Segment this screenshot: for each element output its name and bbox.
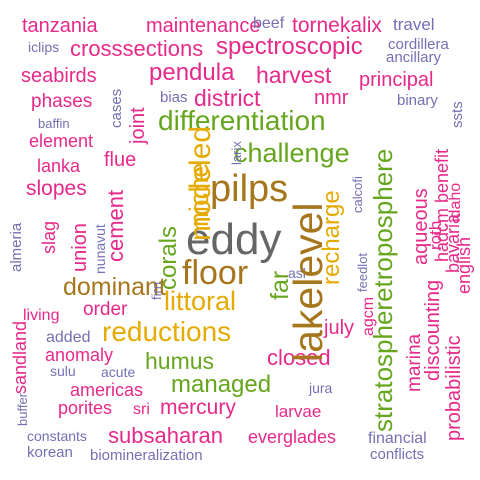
- word-phases: phases: [31, 91, 93, 112]
- word-union: union: [69, 223, 91, 272]
- word-larvae: larvae: [275, 402, 322, 421]
- word-cement: cement: [103, 189, 128, 262]
- word-dominant: dominant: [63, 273, 166, 301]
- word-bias: bias: [160, 89, 188, 106]
- word-crosssections: crosssections: [70, 36, 204, 61]
- word-flue: flue: [104, 149, 137, 171]
- word-bavaria: bavaria: [443, 213, 463, 273]
- word-stratospheretroposphere: stratospheretroposphere: [368, 148, 398, 432]
- word-porites: porites: [58, 398, 113, 418]
- word-eddy: eddy: [186, 215, 282, 264]
- word-slopes: slopes: [26, 177, 87, 200]
- word-conflicts: conflicts: [370, 446, 425, 463]
- word-acute: acute: [101, 364, 136, 380]
- word-slag: slag: [39, 220, 59, 254]
- word-differentiation: differentiation: [158, 105, 326, 136]
- word-americas: americas: [70, 380, 144, 400]
- word-maintenance: maintenance: [146, 15, 261, 37]
- word-nmr: nmr: [314, 87, 349, 109]
- word-corals: corals: [155, 225, 182, 290]
- word-element: element: [29, 131, 94, 151]
- word-lanka: lanka: [37, 156, 81, 176]
- word-biomineralization: biomineralization: [90, 447, 203, 464]
- word-principal: principal: [359, 69, 434, 91]
- word-buffer: buffer: [15, 392, 30, 426]
- word-added: added: [46, 329, 91, 346]
- word-humus: humus: [145, 348, 215, 374]
- word-july: july: [324, 317, 355, 339]
- word-recharge: recharge: [318, 190, 345, 285]
- word-mercury: mercury: [160, 396, 236, 419]
- word-spectroscopic: spectroscopic: [216, 33, 363, 60]
- word-ancillary: ancillary: [386, 49, 442, 66]
- word-benefit: benefit: [432, 148, 452, 203]
- word-tanzania: tanzania: [22, 15, 98, 37]
- word-probabilistic: probabilistic: [443, 335, 465, 441]
- word-cases: cases: [108, 88, 125, 128]
- word-binary: binary: [397, 92, 438, 109]
- word-everglades: everglades: [248, 427, 337, 447]
- word-asl: asl: [288, 265, 306, 281]
- word-financial: financial: [368, 430, 427, 447]
- word-joint: joint: [127, 107, 149, 144]
- word-district: district: [194, 85, 261, 111]
- word-ssts: ssts: [449, 101, 466, 128]
- word-tornekalix: tornekalix: [292, 14, 382, 37]
- word-subsaharan: subsaharan: [108, 423, 223, 448]
- word-sandland: sandland: [10, 320, 30, 394]
- word-sri: sri: [133, 401, 150, 418]
- word-pilps: pilps: [210, 168, 289, 210]
- word-closed: closed: [267, 345, 331, 370]
- word-roth: roth: [426, 220, 445, 250]
- word-niche: niche: [184, 162, 214, 227]
- word-littoral: littoral: [164, 286, 237, 316]
- word-pendula: pendula: [149, 59, 235, 86]
- word-larix: larix: [229, 141, 244, 165]
- word-calcofi: calcofi: [350, 176, 365, 213]
- word-harvest: harvest: [256, 62, 332, 88]
- word-travel: travel: [393, 15, 435, 34]
- word-floor: floor: [182, 254, 249, 292]
- word-sulu: sulu: [50, 363, 76, 379]
- word-korean: korean: [27, 444, 73, 461]
- word-discounting: discounting: [422, 279, 444, 381]
- word-cordillera: cordillera: [388, 36, 449, 53]
- word-almeria: almeria: [8, 222, 25, 272]
- word-reductions: reductions: [102, 316, 232, 347]
- word-iclips: iclips: [28, 39, 60, 55]
- word-living: living: [23, 307, 60, 324]
- word-seabirds: seabirds: [21, 65, 97, 87]
- word-beef: beef: [253, 15, 285, 32]
- word-order: order: [83, 299, 128, 320]
- word-constants: constants: [27, 428, 87, 444]
- word-jura: jura: [309, 380, 333, 396]
- word-challenge: challenge: [234, 138, 350, 168]
- word-anomaly: anomaly: [45, 345, 114, 365]
- word-managed: managed: [171, 371, 272, 398]
- word-baffin: baffin: [38, 116, 70, 131]
